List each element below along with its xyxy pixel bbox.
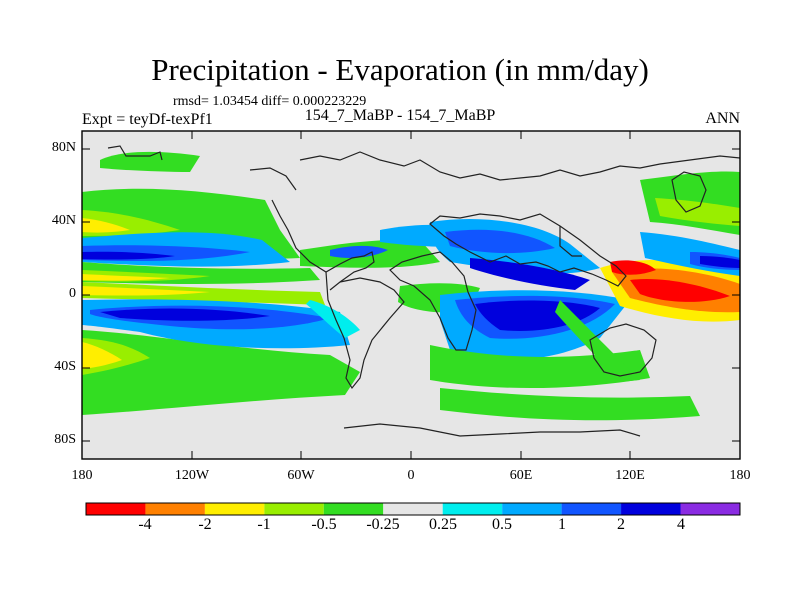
colorbar-swatch-7 xyxy=(442,503,503,515)
stats-line: rmsd= 1.03454 diff= 0.000223229 xyxy=(173,94,367,109)
colorbar-label-7: 0.5 xyxy=(492,516,512,533)
lon-label-60e: 60E xyxy=(509,468,533,483)
north-america-coast xyxy=(271,199,375,291)
colorbar-swatch-2 xyxy=(145,503,205,515)
axis-ticks xyxy=(82,131,740,459)
colorbar-label-4: -0.5 xyxy=(311,516,337,533)
lat-label-80n: 80N xyxy=(51,140,76,155)
lon-label-180-left: 180 xyxy=(71,468,93,483)
case-label: 154_7_MaBP - 154_7_MaBP xyxy=(304,107,496,124)
lat-label-80s: 80S xyxy=(54,432,76,447)
australia-coast xyxy=(589,323,657,377)
lat-label-0: 0 xyxy=(69,286,76,301)
south-america-cyan xyxy=(306,300,360,338)
coastlines xyxy=(107,145,740,437)
colorbar-label-10: 4 xyxy=(677,516,685,533)
colorbar-label-3: -1 xyxy=(257,516,271,533)
eurasia-south-coast xyxy=(429,213,627,287)
colorbar-swatch-11 xyxy=(680,503,740,515)
pacific-itcz-darkblue xyxy=(82,251,175,260)
colorbar-swatch-1 xyxy=(86,503,146,515)
south-pacific-yellow xyxy=(82,342,122,369)
ne-asia-yellowgreen xyxy=(655,198,740,226)
colorbar-swatch-6 xyxy=(383,503,443,515)
colorbar-label-2: -2 xyxy=(198,516,212,533)
south-america-coast xyxy=(325,271,405,390)
south-equatorial-yellowgreen xyxy=(82,282,325,305)
colorbar-frame xyxy=(85,502,741,516)
west-pacific-red xyxy=(630,278,730,302)
colorbar-swatch-10 xyxy=(621,503,681,515)
colorbar-label-6: 0.25 xyxy=(429,516,457,533)
nw-pacific-darkblue xyxy=(700,256,740,268)
colorbar-label-8: 1 xyxy=(558,516,566,533)
lat-label-40s: 40S xyxy=(54,359,76,374)
lon-label-60w: 60W xyxy=(287,468,315,483)
colorbar-label-1: -4 xyxy=(138,516,152,533)
lat-label-40n: 40N xyxy=(51,213,76,228)
colorbar-swatch-8 xyxy=(502,503,562,515)
lon-label-180-right: 180 xyxy=(729,468,751,483)
colorbar-label-5: -0.25 xyxy=(366,516,400,533)
colorbar-swatch-5 xyxy=(323,503,384,515)
colorbar-swatch-9 xyxy=(561,503,622,515)
alaska-coast xyxy=(107,145,163,161)
kamchatka-coast xyxy=(671,171,707,213)
south-equatorial-yellow xyxy=(82,286,210,296)
colorbar xyxy=(85,502,741,516)
season-label: ANN xyxy=(705,110,740,127)
map-title: Precipitation - Evaporation (in mm/day) xyxy=(151,52,649,87)
arctic-green xyxy=(100,151,200,172)
canada-coast xyxy=(249,167,297,191)
india-coast xyxy=(559,226,582,257)
north-pacific-yellow xyxy=(82,218,130,233)
asia-blue xyxy=(445,229,555,254)
antarctica-coast xyxy=(343,423,641,437)
southern-pacific-green xyxy=(82,330,360,415)
australia-green-strip xyxy=(555,300,640,382)
lon-label-0: 0 xyxy=(407,468,415,483)
south-indian-green xyxy=(430,345,650,389)
atlantic-blue xyxy=(330,245,388,258)
arctic-coast xyxy=(299,151,740,181)
asia-darkblue xyxy=(470,258,590,290)
lon-label-120e: 120E xyxy=(615,468,645,483)
equatorial-pacific-yellow xyxy=(82,274,170,281)
colorbar-label-9: 2 xyxy=(617,516,625,533)
map-field xyxy=(82,131,740,459)
africa-coast xyxy=(389,251,477,351)
colorbar-swatch-3 xyxy=(204,503,265,515)
experiment-label: Expt = teyDf-texPf1 xyxy=(82,111,213,128)
lon-label-120w: 120W xyxy=(174,468,210,483)
colorbar-swatch-4 xyxy=(264,503,324,515)
southern-ocean-green xyxy=(440,388,700,421)
spcz-darkblue xyxy=(100,308,270,321)
